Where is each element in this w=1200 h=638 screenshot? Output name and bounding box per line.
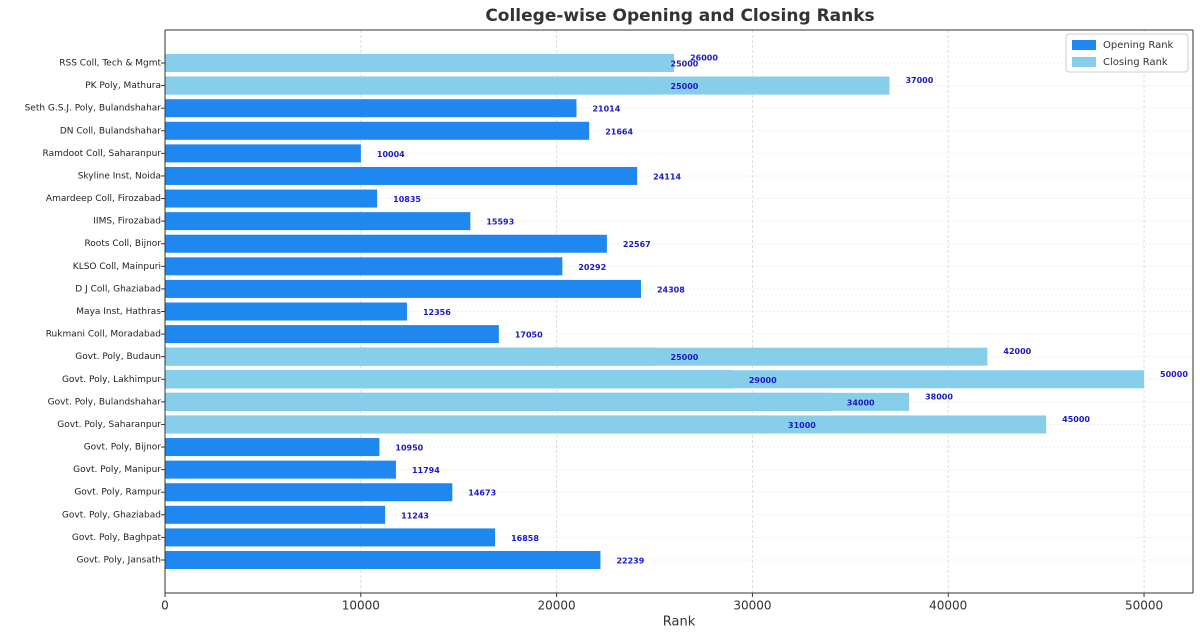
bar (165, 528, 496, 547)
bar (165, 121, 590, 140)
value-label: 37000 (905, 76, 933, 85)
legend-swatch (1072, 57, 1096, 67)
legend-box (1065, 33, 1189, 73)
y-tick-label: Amardeep Coll, Firozabad (46, 194, 161, 204)
y-tick-label: Seth G.S.J. Poly, Bulandshahar (25, 104, 162, 114)
bar (165, 505, 386, 524)
legend: Opening Rank Closing Rank (1065, 33, 1189, 73)
x-tick-label: 30000 (733, 599, 771, 613)
bar (165, 347, 988, 366)
value-label: 20292 (578, 263, 606, 272)
bar (165, 54, 675, 72)
bar (165, 483, 453, 502)
value-label: 16858 (511, 534, 539, 543)
y-tick-label: Roots Coll, Bijnor (84, 239, 161, 249)
value-label: 22239 (616, 557, 644, 566)
y-tick-label: KLSO Coll, Mainpuri (73, 262, 161, 272)
value-label: 31000 (788, 421, 816, 430)
value-label: 11243 (401, 511, 429, 520)
y-tick-label: RSS Coll, Tech & Mgmt (59, 59, 161, 69)
y-tick-label: Govt. Poly, Budaun (75, 352, 161, 362)
y-tick-label: PK Poly, Mathura (85, 81, 161, 91)
chart-title: College-wise Opening and Closing Ranks (485, 6, 874, 26)
value-label: 12356 (423, 308, 451, 317)
x-tick-label: 50000 (1125, 599, 1163, 613)
x-axis-label: Rank (663, 615, 696, 630)
bar (165, 144, 361, 163)
bar (165, 212, 471, 231)
x-tick-label: 0 (161, 599, 169, 613)
x-tick-label: 10000 (342, 599, 380, 613)
bar (165, 460, 396, 479)
bar (165, 415, 1047, 434)
bar (165, 325, 499, 344)
bar (165, 76, 890, 95)
y-tick-label: D J Coll, Ghaziabad (75, 284, 161, 294)
value-label: 26000 (690, 54, 718, 63)
y-tick-label: Govt. Poly, Bijnor (84, 443, 162, 453)
bar (165, 551, 601, 569)
bar (165, 99, 577, 118)
bar (165, 438, 380, 457)
bar (165, 166, 638, 185)
y-tick-label: Govt. Poly, Rampur (74, 488, 161, 498)
value-label: 50000 (1160, 370, 1188, 379)
bar (165, 279, 641, 298)
value-label: 10004 (377, 150, 405, 159)
bar (165, 302, 407, 321)
value-label: 21014 (592, 105, 620, 114)
legend-swatch (1072, 40, 1096, 50)
value-label: 42000 (1003, 347, 1031, 356)
y-tick-label: Maya Inst, Hathras (76, 307, 161, 317)
value-label: 14673 (468, 489, 496, 498)
value-label: 25000 (671, 60, 699, 69)
value-label: 24114 (653, 172, 681, 181)
value-label: 10950 (395, 444, 423, 453)
y-tick-label: Govt. Poly, Lakhimpur (62, 375, 161, 385)
y-tick-label: Govt. Poly, Manipur (73, 465, 161, 475)
value-label: 10835 (393, 195, 421, 204)
value-label: 34000 (847, 398, 875, 407)
value-label: 24308 (657, 285, 685, 294)
y-tick-label: IIMS, Firozabad (93, 217, 161, 227)
value-label: 17050 (515, 331, 543, 340)
y-tick-label: Govt. Poly, Ghaziabad (62, 510, 161, 520)
y-tick-label: Govt. Poly, Saharanpur (57, 420, 161, 430)
value-label: 25000 (671, 82, 699, 91)
bar (165, 189, 378, 208)
bar (165, 234, 607, 253)
value-label: 38000 (925, 392, 953, 401)
value-label: 11794 (412, 466, 440, 475)
bar (165, 370, 1145, 389)
bar (165, 392, 910, 411)
x-tick-label: 20000 (538, 599, 576, 613)
x-tick-label: 40000 (929, 599, 967, 613)
value-label: 21664 (605, 127, 633, 136)
bar (165, 257, 563, 276)
value-label: 22567 (623, 240, 651, 249)
y-tick-label: Ramdoot Coll, Saharanpur (43, 149, 162, 159)
legend-label: Opening Rank (1103, 40, 1174, 51)
y-tick-label: DN Coll, Bulandshahar (60, 126, 161, 136)
value-label: 45000 (1062, 415, 1090, 424)
y-tick-label: Govt. Poly, Jansath (76, 556, 161, 566)
value-label: 29000 (749, 376, 777, 385)
y-tick-label: Govt. Poly, Baghpat (72, 533, 162, 543)
y-tick-label: Govt. Poly, Bulandshahar (48, 397, 162, 407)
y-tick-label: Rukmani Coll, Moradabad (46, 330, 161, 340)
legend-label: Closing Rank (1103, 57, 1168, 68)
y-tick-label: Skyline Inst, Noida (78, 171, 161, 181)
value-label: 25000 (671, 353, 699, 362)
value-label: 15593 (486, 218, 514, 227)
